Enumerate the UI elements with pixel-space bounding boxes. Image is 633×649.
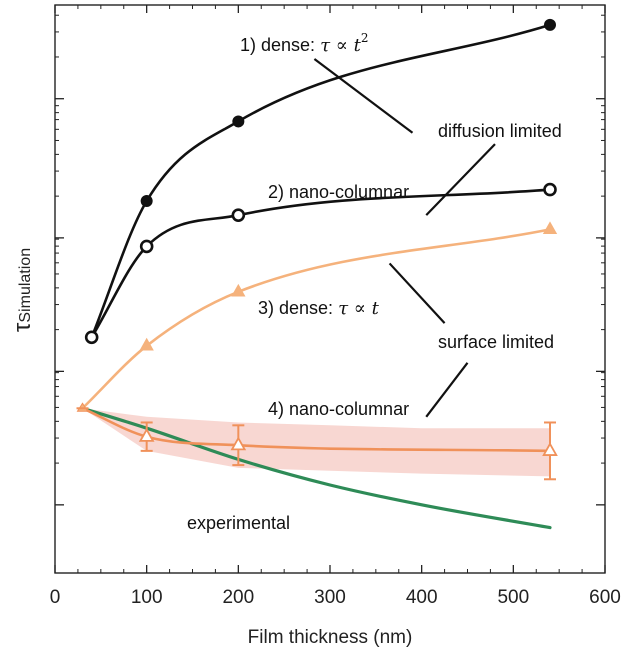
error-band xyxy=(82,408,550,477)
plot-frame xyxy=(54,4,606,574)
point-dense_surface-1 xyxy=(139,337,154,351)
point-dense_diffusion-3 xyxy=(544,18,556,31)
pointer-diffusion-to-nanocolumnar xyxy=(425,143,496,216)
x-tick-label: 200 xyxy=(222,587,254,608)
point-nanocolumnar_diffusion-1 xyxy=(139,239,154,254)
ticks-layer: 0 100 200 300 400 500 600 xyxy=(50,5,621,608)
series-markers-layer xyxy=(76,18,558,481)
annotation-surface-limited: surface limited xyxy=(438,332,554,352)
annotation-diffusion-limited: diffusion limited xyxy=(438,121,562,141)
annotation-dense-surface: 3) dense: τ ∝ t xyxy=(258,298,380,319)
series-lines-layer xyxy=(80,23,552,530)
point-nanocolumnar_surface-3 xyxy=(542,442,558,456)
annotation-pointers-layer xyxy=(313,58,496,418)
annotation-experimental: experimental xyxy=(187,513,290,533)
x-axis-label: Film thickness (nm) xyxy=(248,627,413,648)
error-band-layer xyxy=(82,408,550,477)
annotation-nanocolumnar-surface: 4) nano-columnar xyxy=(268,399,409,419)
point-dense_diffusion-2 xyxy=(232,115,245,128)
point-nanocolumnar_diffusion-0 xyxy=(84,330,99,345)
y-axis-label: τSimulation xyxy=(9,248,36,332)
pointer-diffusion-to-dense xyxy=(313,58,414,134)
pointer-surface-to-dense xyxy=(388,262,446,324)
point-nanocolumnar_diffusion-2 xyxy=(231,208,246,222)
x-tick-label: 100 xyxy=(131,587,163,608)
x-tick-label: 500 xyxy=(497,587,529,608)
point-nanocolumnar_surface-2 xyxy=(230,436,247,451)
point-dense_surface-3 xyxy=(542,221,558,235)
x-tick-label: 400 xyxy=(406,587,438,608)
point-dense_surface-2 xyxy=(231,283,246,297)
series-line-dense_surface xyxy=(81,228,552,410)
pointer-surface-to-nanocolumnar xyxy=(425,362,469,418)
annotation-nanocolumnar-diffusion: 2) nano-columnar xyxy=(268,182,409,202)
point-dense_diffusion-1 xyxy=(140,194,153,207)
x-tick-label: 300 xyxy=(314,587,346,608)
point-nanocolumnar_surface-1 xyxy=(138,427,155,442)
annotation-dense-diffusion: 1) dense: τ ∝ t2 xyxy=(240,31,369,56)
series-line-nanocolumnar_diffusion xyxy=(90,188,552,339)
x-tick-label: 600 xyxy=(589,587,621,608)
point-nanocolumnar_diffusion-3 xyxy=(543,182,557,197)
series-line-dense_diffusion xyxy=(90,23,552,339)
x-tick-label: 0 xyxy=(50,587,61,608)
